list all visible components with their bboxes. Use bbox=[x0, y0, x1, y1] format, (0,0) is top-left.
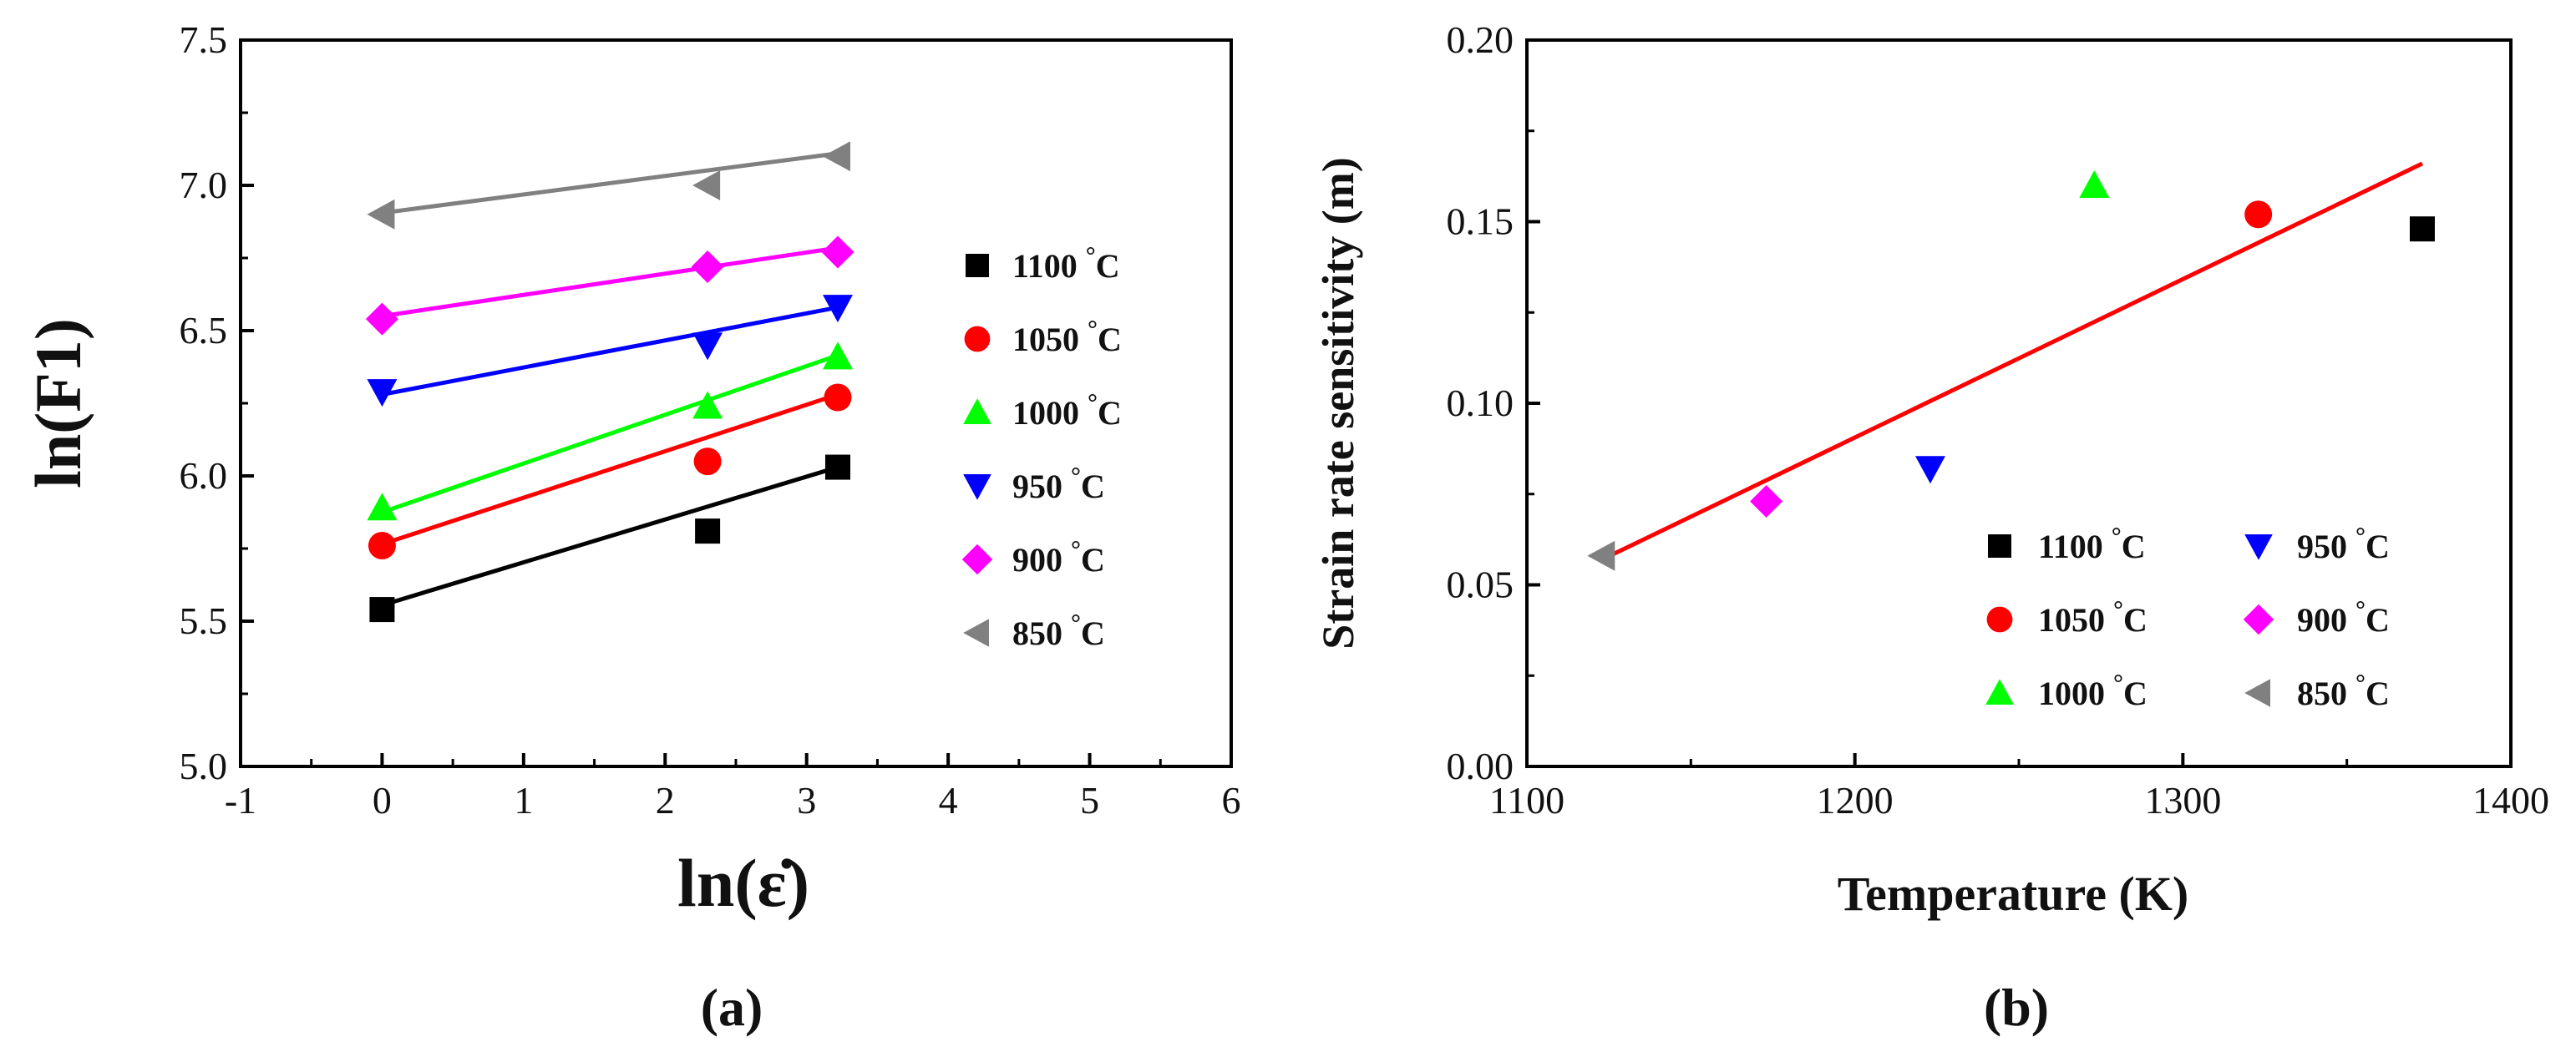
data-point-950 bbox=[1914, 456, 1945, 484]
x-tick-label: 5 bbox=[1080, 779, 1099, 822]
data-point-1100 bbox=[824, 454, 850, 480]
legend-label-850: 850 °C bbox=[2297, 670, 2390, 712]
chart-a-markers bbox=[365, 141, 854, 623]
data-point-1000 bbox=[822, 341, 853, 370]
data-point-950 bbox=[367, 379, 398, 407]
legend-marker-850 bbox=[2244, 679, 2270, 707]
x-tick-label: 6 bbox=[1222, 779, 1241, 822]
y-tick-label: 0.15 bbox=[1447, 200, 1514, 243]
chart-a-fit-lines bbox=[381, 151, 839, 608]
x-tick-label: 1100 bbox=[1489, 779, 1564, 822]
x-tick-label: 1400 bbox=[2472, 779, 2549, 822]
fit-line-1050 bbox=[381, 392, 839, 547]
legend-marker-1050 bbox=[964, 326, 991, 352]
data-point-1050 bbox=[2244, 200, 2273, 229]
fit-line-1100 bbox=[381, 465, 839, 608]
data-point-1100 bbox=[695, 518, 721, 544]
legend-marker-900 bbox=[2243, 604, 2274, 635]
y-tick-label: 5.0 bbox=[180, 745, 228, 787]
data-point-900 bbox=[691, 250, 724, 283]
data-point-1100 bbox=[369, 597, 395, 623]
data-point-1100 bbox=[2409, 216, 2435, 242]
legend-label-850: 850 °C bbox=[1012, 609, 1105, 652]
x-tick-label: 2 bbox=[656, 779, 675, 822]
chart-b-plot-frame bbox=[1525, 38, 2513, 768]
data-point-850 bbox=[1587, 540, 1615, 571]
fit-line-950 bbox=[381, 305, 839, 397]
x-tick-label: 0 bbox=[373, 779, 392, 822]
y-tick-label: 0.10 bbox=[1447, 382, 1514, 424]
data-point-1000 bbox=[2079, 170, 2110, 198]
y-tick-label: 0.00 bbox=[1447, 745, 1514, 787]
chart-a-x-axis-label: ln(ε̇) bbox=[677, 845, 809, 921]
chart-b-y-axis-label: Strain rate sensitivity (m) bbox=[1313, 157, 1363, 649]
y-tick-label: 0.20 bbox=[1447, 18, 1514, 61]
legend-marker-850 bbox=[963, 619, 989, 647]
x-tick-label: 1 bbox=[514, 779, 533, 822]
data-point-850 bbox=[692, 170, 721, 200]
data-point-1000 bbox=[692, 391, 723, 419]
chart-b: 1100 1200 1300 1400 0.00 0.05 0.10 0.15 0.20 11… bbox=[1313, 18, 2549, 1037]
data-point-900 bbox=[365, 302, 398, 336]
fit-line-900 bbox=[382, 245, 839, 319]
legend-label-1050: 1050 °C bbox=[1012, 316, 1122, 358]
x-tick-label: 1200 bbox=[1817, 779, 1894, 822]
y-tick-label: 7.5 bbox=[180, 18, 228, 61]
chart-b-y-ticks: 0.00 0.05 0.10 0.15 0.20 bbox=[1447, 18, 1540, 787]
legend-label-950: 950 °C bbox=[1012, 463, 1105, 505]
fit-line-1000 bbox=[381, 353, 839, 514]
chart-a-x-ticks: -1 0 1 2 3 4 5 6 bbox=[225, 753, 1241, 822]
legend-marker-1100 bbox=[966, 254, 989, 277]
chart-a-legend: 1100 °C 1050 °C 1000 °C 950 °C 900 °C 850 °C bbox=[961, 242, 1122, 652]
x-tick-label: 1300 bbox=[2144, 779, 2221, 822]
legend-label-1050: 1050 °C bbox=[2038, 596, 2148, 639]
legend-label-900: 900 °C bbox=[1012, 536, 1105, 579]
data-point-950 bbox=[822, 295, 853, 323]
chart-a: -1 0 1 2 3 4 5 6 5.0 5.5 6.0 6.5 7.0 7.5 1100 °C 1050… bbox=[22, 18, 1241, 1037]
chart-b-fit-line bbox=[1601, 161, 2424, 562]
y-tick-label: 7.0 bbox=[180, 164, 228, 206]
y-tick-label: 6.5 bbox=[180, 309, 228, 351]
x-tick-label: 4 bbox=[939, 779, 958, 822]
x-tick-label: -1 bbox=[225, 779, 256, 822]
data-point-1050 bbox=[824, 383, 852, 412]
data-point-1050 bbox=[368, 532, 396, 560]
chart-a-y-axis-label: ln(F1) bbox=[22, 318, 94, 488]
data-point-900 bbox=[1750, 484, 1783, 518]
y-tick-label: 5.5 bbox=[180, 599, 228, 642]
data-point-850 bbox=[822, 141, 850, 172]
chart-b-legend: 1100 °C 1050 °C 1000 °C 950 °C 900 °C 850 °C bbox=[1985, 523, 2390, 712]
legend-marker-1000 bbox=[963, 398, 991, 424]
chart-b-x-ticks: 1100 1200 1300 1400 bbox=[1489, 753, 2549, 822]
legend-label-900: 900 °C bbox=[2297, 596, 2390, 639]
data-point-1000 bbox=[367, 493, 398, 521]
chart-a-panel-label: (a) bbox=[701, 978, 763, 1037]
y-tick-label: 6.0 bbox=[180, 454, 228, 497]
legend-label-1000: 1000 °C bbox=[1012, 389, 1122, 432]
legend-marker-950 bbox=[963, 474, 991, 500]
data-point-850 bbox=[367, 199, 395, 230]
chart-b-markers bbox=[1587, 170, 2435, 571]
fit-line bbox=[1601, 161, 2424, 562]
chart-b-panel-label: (b) bbox=[1984, 978, 2049, 1037]
x-tick-label: 3 bbox=[797, 779, 816, 822]
legend-marker-1050 bbox=[1986, 606, 2013, 633]
legend-marker-950 bbox=[2244, 534, 2273, 560]
legend-marker-1100 bbox=[1988, 534, 2011, 558]
legend-label-950: 950 °C bbox=[2297, 523, 2390, 565]
legend-label-1100: 1100 °C bbox=[1012, 242, 1120, 285]
fit-line-850 bbox=[382, 151, 839, 215]
legend-marker-900 bbox=[961, 544, 993, 575]
data-point-1050 bbox=[693, 448, 722, 476]
legend-marker-1000 bbox=[1985, 679, 2014, 705]
chart-b-x-axis-label: Temperature (K) bbox=[1838, 867, 2188, 921]
y-tick-label: 0.05 bbox=[1447, 564, 1514, 606]
data-point-900 bbox=[821, 235, 854, 269]
data-point-950 bbox=[692, 332, 723, 361]
legend-label-1000: 1000 °C bbox=[2038, 670, 2148, 712]
legend-label-1100: 1100 °C bbox=[2038, 523, 2146, 565]
chart-a-y-ticks: 5.0 5.5 6.0 6.5 7.0 7.5 bbox=[180, 18, 254, 787]
